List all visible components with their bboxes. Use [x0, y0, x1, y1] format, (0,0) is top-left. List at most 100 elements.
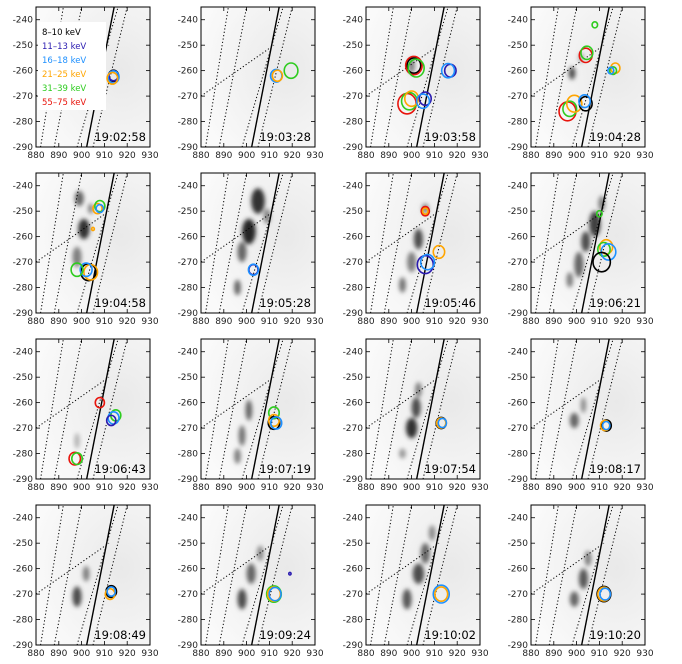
x-tick-label: 880: [357, 317, 374, 327]
x-tick-label: 930: [471, 483, 488, 493]
contour-circle: [106, 586, 117, 597]
emission-blob: [238, 425, 246, 446]
grid-dotted-line: [422, 173, 458, 313]
emission-map: [234, 400, 253, 464]
y-tick-label: -240: [178, 348, 199, 358]
grid-dotted-line: [241, 173, 284, 313]
panel-background: [201, 339, 315, 479]
grid-dotted-line: [587, 339, 623, 479]
y-tick-label: -290: [508, 641, 529, 651]
x-tick-label: 930: [636, 317, 653, 327]
emission-blob: [256, 545, 264, 561]
panel-frame: [530, 172, 646, 314]
grid-dotted-line: [406, 7, 449, 147]
x-tick-label: 930: [306, 649, 323, 659]
y-tick-label: -250: [343, 373, 364, 383]
grid-dotted-line: [406, 505, 449, 645]
x-tick-label: 920: [614, 483, 631, 493]
contour-circle: [269, 416, 283, 430]
panel-plot-area: [366, 7, 458, 147]
y-tick-label: -270: [508, 424, 529, 434]
emission-blob: [87, 203, 94, 214]
contour-circle: [440, 62, 456, 79]
x-tick-label: 880: [522, 649, 539, 659]
y-tick-label: -290: [13, 475, 34, 485]
grid-dotted-line: [422, 7, 458, 147]
y-tick-label: -290: [178, 143, 199, 153]
emission-blob: [234, 448, 241, 464]
emission-map: [72, 190, 94, 268]
grid-dotted-line: [366, 210, 440, 263]
panel-frame: [365, 338, 481, 480]
contour-circle: [601, 420, 611, 431]
x-tick-label: 910: [96, 317, 113, 327]
x-tick-label: 880: [192, 649, 209, 659]
x-tick-label: 880: [522, 317, 539, 327]
panel-background: [531, 7, 645, 147]
grid-dotted-line: [366, 376, 440, 429]
x-tick-label: 890: [215, 151, 232, 161]
x-tick-label: 880: [522, 151, 539, 161]
y-tick-label: -250: [508, 41, 529, 51]
emission-blob: [405, 417, 418, 439]
emission-blob: [428, 525, 436, 541]
panel-background: [531, 505, 645, 645]
x-tick-label: 920: [284, 649, 301, 659]
contour-circle: [565, 94, 583, 113]
grid-dotted-line: [76, 173, 119, 313]
x-tick-label: 880: [357, 649, 374, 659]
y-tick-label: -280: [343, 450, 364, 460]
grid-dotted-line: [422, 505, 458, 645]
y-tick-label: -280: [13, 284, 34, 294]
contour-circle: [247, 263, 260, 277]
legend-entry: 55–75 keV: [42, 98, 86, 108]
x-tick-label: 910: [426, 483, 443, 493]
x-tick-label: 900: [403, 317, 420, 327]
contour-circle: [607, 66, 615, 75]
y-tick-label: -280: [508, 118, 529, 128]
y-tick-label: -260: [343, 67, 364, 77]
x-tick-label: 900: [568, 649, 585, 659]
y-tick-label: -250: [343, 41, 364, 51]
y-tick-label: -290: [508, 309, 529, 319]
grid-dotted-line: [36, 210, 110, 263]
solar-limb: [580, 173, 610, 313]
emission-blob: [578, 568, 588, 589]
grid-dotted-line: [587, 505, 623, 645]
grid-dotted-line: [92, 505, 128, 645]
x-tick-label: 900: [568, 151, 585, 161]
contour-circle: [421, 207, 429, 216]
panel-timestamp: 19:10:20: [589, 628, 641, 642]
y-tick-label: -270: [13, 590, 34, 600]
x-tick-label: 910: [591, 317, 608, 327]
emission-blob: [82, 566, 90, 582]
grid-dotted-line: [201, 376, 275, 429]
emission-blob: [237, 589, 247, 610]
y-tick-label: -290: [13, 143, 34, 153]
x-tick-label: 900: [73, 483, 90, 493]
panel-frame: [365, 504, 481, 646]
y-tick-label: -240: [178, 16, 199, 26]
contour-circle: [268, 586, 282, 602]
grid-dotted-line: [531, 210, 605, 263]
legend-entry: 21–25 keV: [42, 70, 86, 80]
x-tick-label: 890: [380, 483, 397, 493]
panel-plot-area: [36, 505, 128, 645]
panel-plot-area: [531, 505, 623, 645]
grid-dotted-line: [76, 7, 119, 147]
x-tick-label: 920: [449, 151, 466, 161]
y-tick-label: -270: [13, 258, 34, 268]
grid-dotted-line: [201, 210, 275, 263]
grid-dotted-line: [531, 44, 605, 97]
solar-limb: [85, 339, 115, 479]
y-tick-label: -290: [343, 143, 364, 153]
emission-blob: [234, 279, 241, 296]
y-tick-label: -270: [13, 424, 34, 434]
grid-dotted-line: [201, 44, 275, 97]
solar-limb: [580, 505, 610, 645]
panel-timestamp: 19:09:24: [259, 628, 311, 642]
y-tick-label: -250: [343, 539, 364, 549]
y-tick-label: -280: [178, 616, 199, 626]
panel-frame: [200, 338, 316, 480]
y-tick-label: -270: [508, 590, 529, 600]
